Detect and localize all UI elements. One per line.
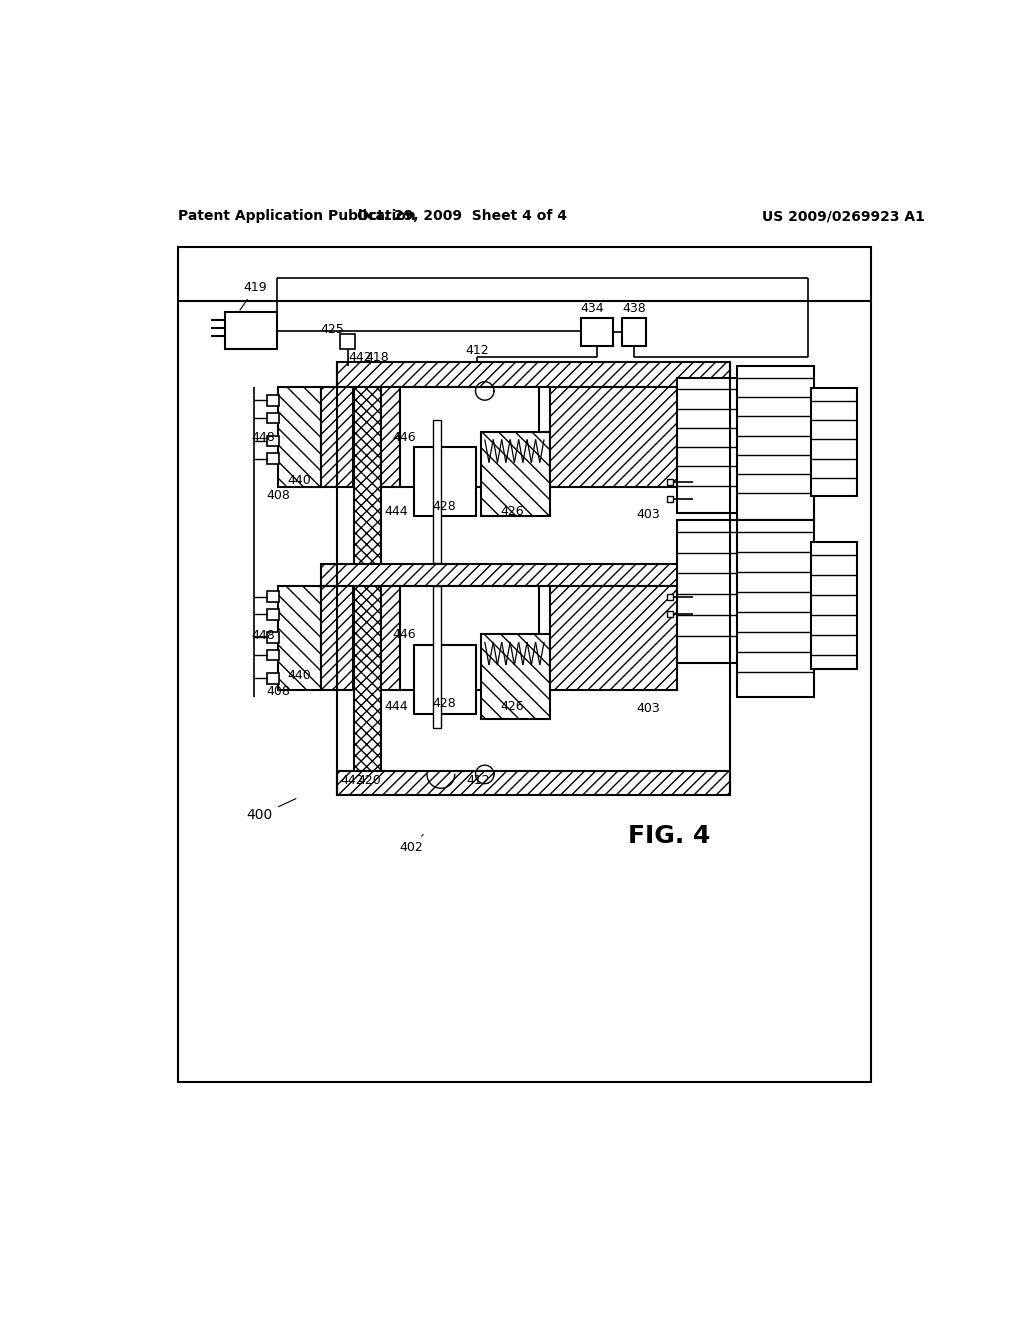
Text: 426: 426 [500,700,523,713]
Bar [279,586,321,689]
Text: 444: 444 [384,700,408,713]
Bar [381,586,400,689]
Text: 412: 412 [465,343,488,356]
Bar [354,586,381,771]
Bar [668,496,674,502]
Bar [267,609,280,619]
Text: 400: 400 [247,799,296,822]
Bar [267,673,280,684]
Bar [811,543,857,669]
Bar [668,611,674,618]
Text: FIG. 4: FIG. 4 [629,824,711,847]
Text: 448: 448 [252,630,275,643]
Bar [178,247,871,1082]
Text: 442: 442 [348,351,372,363]
Bar [668,594,674,601]
Text: 434: 434 [581,302,604,315]
Bar [433,420,441,562]
Text: 403: 403 [636,702,659,715]
Text: 428: 428 [433,697,457,710]
Bar [811,388,857,496]
Text: 419: 419 [240,281,267,310]
Text: 425: 425 [321,323,344,335]
Text: 438: 438 [623,302,646,315]
Text: 418: 418 [366,351,389,363]
Text: 442: 442 [341,774,365,787]
Bar [481,432,550,516]
Text: 440: 440 [287,474,310,487]
Bar [550,586,677,689]
Bar [581,318,613,346]
Bar [267,436,280,446]
Text: US 2009/0269923 A1: US 2009/0269923 A1 [762,209,925,223]
Bar [381,387,400,487]
Bar [337,363,730,387]
Text: 402: 402 [399,834,424,854]
Bar [224,313,276,350]
Text: 446: 446 [392,628,416,640]
Bar [414,447,475,516]
Text: 448: 448 [252,430,275,444]
Bar [267,413,280,424]
Bar [737,367,814,520]
Bar [481,635,550,719]
Bar [340,334,355,350]
Bar [267,591,280,602]
Text: Oct. 29, 2009  Sheet 4 of 4: Oct. 29, 2009 Sheet 4 of 4 [356,209,566,223]
Bar [321,564,712,586]
Text: 403: 403 [636,508,659,520]
Bar [668,479,674,484]
Text: 444: 444 [384,504,408,517]
Bar [433,586,441,729]
Text: 426: 426 [500,504,523,517]
Bar [622,318,646,346]
Text: 446: 446 [392,430,416,444]
Text: Patent Application Publication: Patent Application Publication [178,209,416,223]
Bar [267,632,280,643]
Bar [267,453,280,465]
Text: 408: 408 [266,685,290,698]
Bar [354,387,381,595]
Bar [677,378,739,512]
Text: 428: 428 [433,500,457,513]
Text: 420: 420 [357,774,381,787]
Bar [550,387,677,487]
Bar [414,645,475,714]
Bar [677,520,739,663]
Bar [400,387,539,487]
Bar [279,387,321,487]
Bar [337,771,730,795]
Bar [400,586,539,689]
Bar [321,387,353,487]
Bar [737,520,814,697]
Bar [267,649,280,660]
Bar [321,586,353,689]
Text: 412: 412 [467,774,490,787]
Text: 408: 408 [266,490,290,502]
Text: 440: 440 [287,669,310,682]
Bar [267,395,280,405]
